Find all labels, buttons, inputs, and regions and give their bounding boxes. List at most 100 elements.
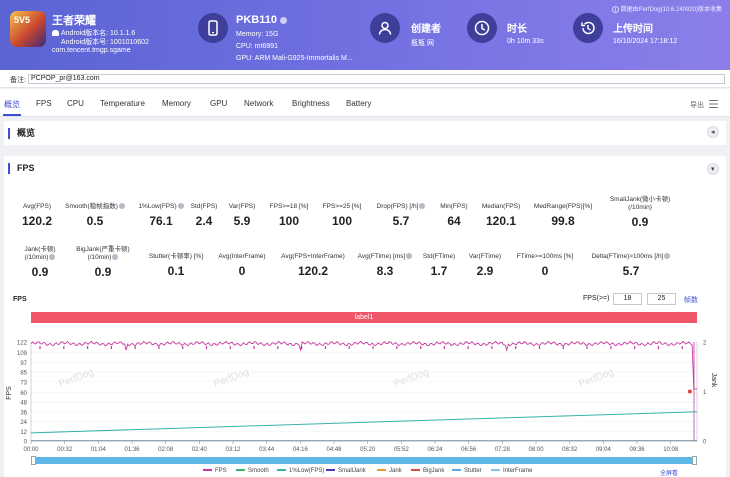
range-handle-left[interactable] — [31, 456, 36, 465]
legend-item[interactable]: Jank — [377, 468, 402, 474]
tab-gpu[interactable]: GPU — [210, 99, 228, 108]
y-tick-label: 36 — [20, 410, 27, 416]
stat-ftime-ge-100ms: FTime>=100ms [%] 0 — [516, 253, 574, 278]
report-header: 5V5 王者荣耀 Android版本名: 10.1.1.6 Android版本号… — [0, 0, 730, 70]
legend-item[interactable]: InterFrame — [491, 468, 532, 474]
legend-label: Jank — [389, 468, 402, 474]
legend-item[interactable]: Smooth — [236, 468, 269, 474]
y-tick-label: 0 — [24, 440, 28, 446]
upload-title: 上传时间 — [613, 24, 653, 35]
x-tick-label: 05:20 — [360, 447, 376, 453]
x-axis-ticks: 00:00 00:32 01:04 01:36 02:08 02:40 03:12 03:44… — [23, 441, 679, 453]
label-band[interactable]: label1 — [31, 312, 697, 323]
info-icon[interactable] — [279, 16, 287, 24]
help-icon[interactable] — [49, 254, 56, 261]
stat-min-fps: Min(FPS) 64 — [440, 203, 468, 228]
phone-icon — [198, 13, 228, 43]
chart-range-scrollbar[interactable] — [31, 457, 697, 464]
android-icon — [52, 30, 59, 36]
collapse-overview-button[interactable]: ◂ — [707, 126, 719, 138]
x-tick-label: 06:24 — [428, 447, 444, 453]
fps-dip-marker — [205, 346, 208, 350]
active-tab-indicator — [3, 114, 21, 116]
stat-avg-interframe: Avg(InterFrame) 0 — [218, 253, 266, 278]
stat-avg-ftime: Avg(FTime) [ms] 8.3 — [355, 253, 415, 278]
stat-std-ftime: Std(FTime) 1.7 — [422, 253, 456, 278]
legend-item[interactable]: BigJank — [411, 468, 444, 474]
menu-icon[interactable] — [709, 100, 718, 108]
y-tick-label: 24 — [20, 420, 27, 426]
help-icon[interactable] — [664, 253, 671, 260]
y-tick-label: 48 — [20, 401, 27, 407]
stat-1pct-low: 1%Low(FPS) 76.1 — [136, 203, 186, 228]
y-tick-label: 73 — [20, 380, 27, 386]
device-name: PKB110 — [236, 14, 287, 26]
range-handle-right[interactable] — [692, 456, 697, 465]
fps-dip-marker — [110, 346, 112, 350]
tab-overview[interactable]: 概览 — [4, 100, 20, 109]
history-icon — [573, 13, 603, 43]
stat-median-fps: Median(FPS) 120.1 — [481, 203, 521, 228]
help-icon[interactable] — [419, 203, 426, 210]
stat-jank: Jank(卡顿) (/10min) 0.9 — [24, 246, 56, 279]
tab-battery[interactable]: Battery — [346, 99, 372, 108]
remark-input[interactable]: PCPOP_pr@163.com — [28, 74, 725, 84]
tab-fps[interactable]: FPS — [36, 99, 52, 108]
legend-swatch — [326, 469, 335, 472]
x-tick-label: 09:04 — [596, 447, 612, 453]
legend-item[interactable]: 1%Low(FPS) — [277, 468, 324, 474]
fps-dip-marker — [39, 346, 41, 350]
legend-item[interactable]: SmallJank — [326, 468, 366, 474]
legend-item[interactable]: FPS — [203, 468, 227, 474]
x-tick-label: 09:36 — [630, 447, 646, 453]
device-memory: Memory: 15G — [236, 31, 279, 38]
x-tick-label: 06:56 — [461, 447, 477, 453]
stat-avg-fps-interframe: Avg(FPS+InterFrame) 120.2 — [281, 253, 345, 278]
stat-drop-fps: Drop(FPS) [/h] 5.7 — [372, 203, 430, 228]
fps-dip-marker — [657, 346, 660, 350]
legend-swatch — [236, 469, 245, 472]
stat-var-ftime: Var(FTime) 2.9 — [468, 253, 502, 278]
x-tick-label: 04:16 — [293, 447, 309, 453]
legend-item[interactable]: Stutter — [452, 468, 482, 474]
x-tick-label: 08:00 — [529, 447, 545, 453]
threshold-input-1[interactable]: 18 — [613, 293, 642, 305]
threshold-unit[interactable]: 帧数 — [684, 297, 698, 304]
help-icon[interactable] — [118, 203, 125, 210]
fps-dip-marker — [562, 346, 564, 350]
tab-brightness[interactable]: Brightness — [292, 99, 330, 108]
export-button[interactable]: 导出 — [690, 102, 704, 109]
watermark: PerfDog — [212, 367, 250, 390]
threshold-input-2[interactable]: 25 — [647, 293, 676, 305]
x-tick-label: 00:32 — [57, 447, 73, 453]
fps-dip-marker — [443, 346, 445, 350]
fps-dip-marker — [681, 346, 683, 350]
fps-panel-title: FPS — [8, 163, 35, 174]
fullscreen-button[interactable]: 全屏看 — [659, 471, 678, 477]
bigjank-point — [687, 389, 692, 394]
fps-dip-marker — [396, 346, 398, 350]
help-icon[interactable] — [177, 203, 184, 210]
stat-fps-ge-25: FPS>=25 [%] 100 — [322, 203, 362, 228]
tab-cpu[interactable]: CPU — [67, 99, 84, 108]
overview-title: 概览 — [8, 128, 35, 139]
series-line-1pct-low — [30, 411, 698, 434]
source-note: 数据由PerfDog(10.6.240920)版本收集 — [612, 4, 722, 13]
fps-dip-marker — [229, 346, 231, 350]
x-tick-label: 10:08 — [663, 447, 679, 453]
chevron-down-icon: ▾ — [711, 166, 715, 173]
tab-memory[interactable]: Memory — [162, 99, 191, 108]
fps-dip-marker — [419, 346, 422, 350]
tab-temperature[interactable]: Temperature — [100, 99, 145, 108]
fps-dip-marker — [372, 346, 374, 350]
x-tick-label: 04:48 — [327, 447, 343, 453]
collapse-fps-button[interactable]: ▾ — [707, 163, 719, 175]
help-icon[interactable] — [112, 254, 119, 261]
app-icon: 5V5 — [10, 11, 46, 47]
tab-network[interactable]: Network — [244, 99, 274, 108]
upload-value: 16/10/2024 17:18:12 — [613, 38, 678, 45]
chart-legend: FPS Smooth 1%Low(FPS) SmallJank Jank BigJank S… — [0, 467, 730, 477]
stat-delta-ftime: Delta(FTime)>100ms [/h] 5.7 — [586, 253, 676, 278]
help-icon[interactable] — [406, 253, 413, 260]
